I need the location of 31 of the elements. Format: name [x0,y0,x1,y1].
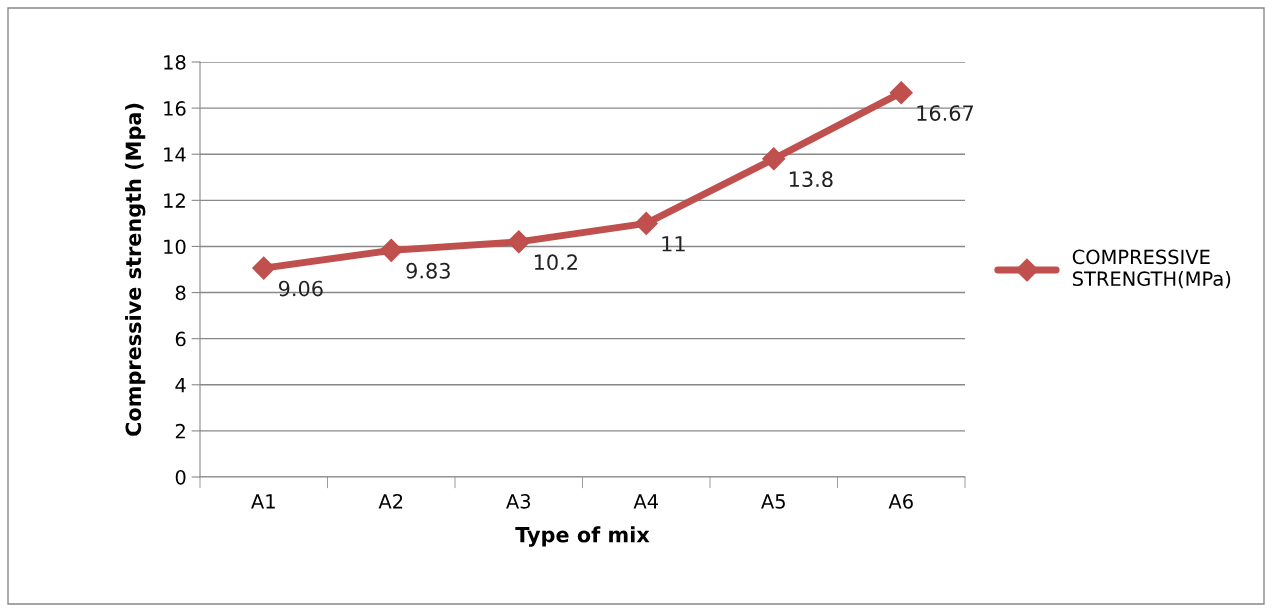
point [889,81,913,105]
y-tick-label: 12 [164,193,185,208]
point [634,211,658,235]
x-tick-label: A1 [251,494,275,509]
x-tick-label: A5 [761,494,785,509]
data-label: 16.67 [917,105,973,121]
x-tick-label: A3 [506,494,531,509]
y-tick-label: 4 [175,377,186,393]
x-axis-title: Type of mix [515,526,650,547]
x-tick-label: A6 [888,494,913,509]
data-label: 9.83 [406,262,450,279]
y-tick-label: 10 [164,239,186,255]
point [379,238,403,262]
y-tick-label: 2 [175,423,185,439]
point [507,230,531,254]
y-axis-title: Compressive strength (Mpa) [125,103,146,436]
y-tick-label: 14 [164,147,186,162]
y-tick-label: 0 [175,469,186,485]
x-tick-label: A2 [378,494,403,509]
legend-label: COMPRESSIVE STRENGTH(MPa) [1072,249,1231,289]
data-label: 10.2 [534,254,577,271]
point [762,147,786,171]
y-tick-label: 8 [175,285,186,301]
y-tick-label: 18 [164,54,186,70]
point [252,256,276,280]
data-label: 11 [662,236,685,252]
data-label: 9.06 [278,280,323,297]
data-label: 13.8 [789,171,833,188]
y-tick-label: 16 [164,101,186,116]
x-tick-label: A4 [633,494,658,509]
y-tick-label: 6 [175,331,186,347]
